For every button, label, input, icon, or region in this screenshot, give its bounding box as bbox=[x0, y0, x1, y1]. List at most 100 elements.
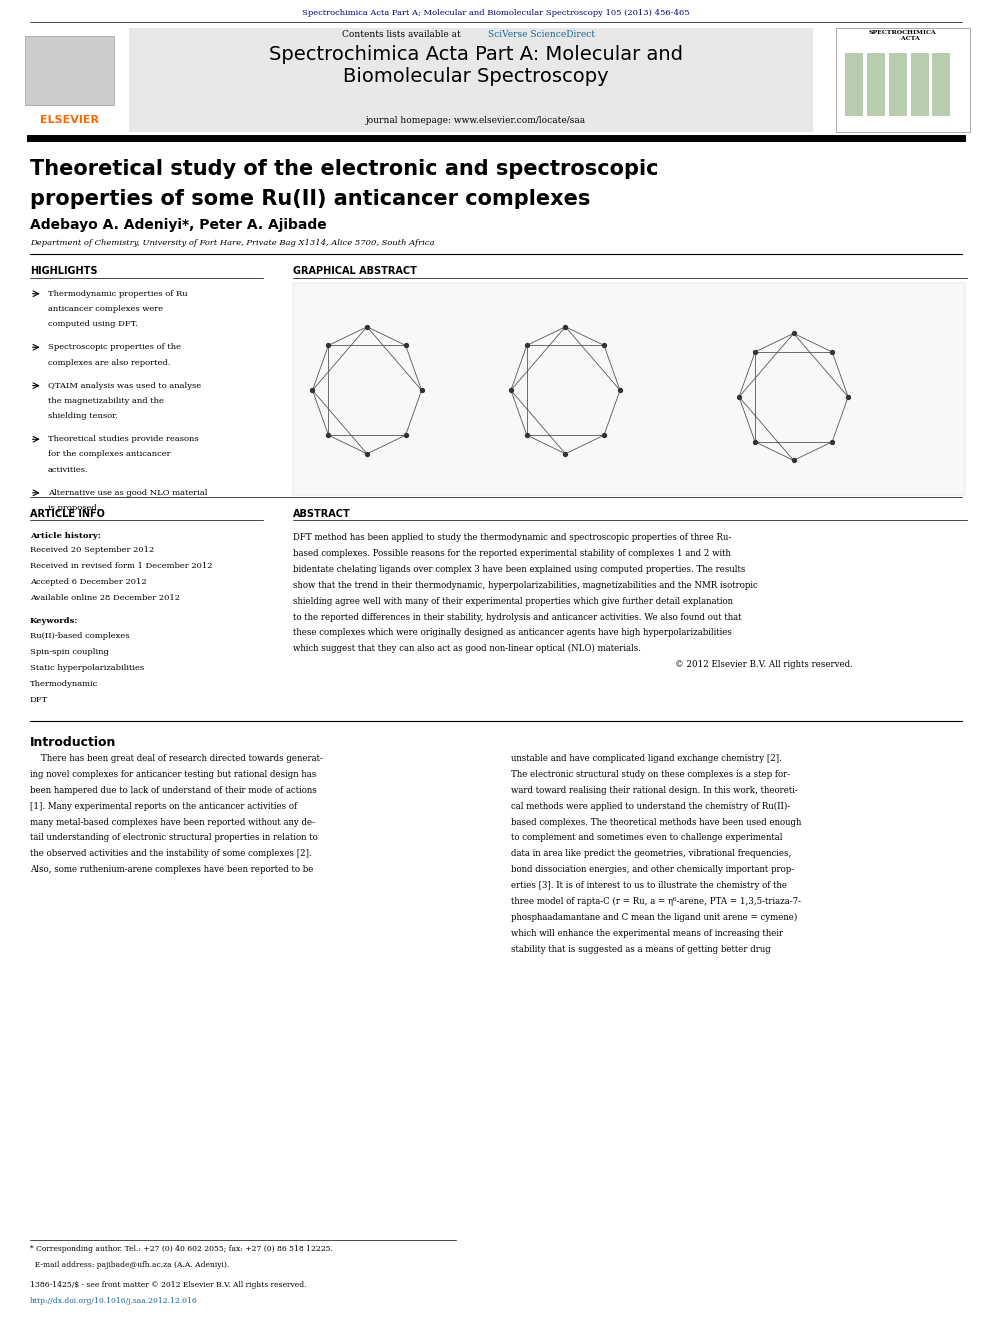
Point bbox=[305, 380, 320, 401]
Text: stability that is suggested as a means of getting better drug: stability that is suggested as a means o… bbox=[511, 945, 771, 954]
Text: Contents lists available at: Contents lists available at bbox=[342, 30, 464, 40]
Text: shielding tensor.: shielding tensor. bbox=[48, 413, 117, 421]
Text: computed using DFT.: computed using DFT. bbox=[48, 320, 137, 328]
Text: journal homepage: www.elsevier.com/locate/saa: journal homepage: www.elsevier.com/locat… bbox=[366, 116, 586, 126]
Point bbox=[558, 316, 573, 337]
Text: data in area like predict the geometries, vibrational frequencies,: data in area like predict the geometries… bbox=[511, 849, 792, 859]
Text: is proposed.: is proposed. bbox=[48, 504, 99, 512]
Point bbox=[320, 425, 336, 446]
Text: Thermodynamic properties of Ru: Thermodynamic properties of Ru bbox=[48, 290, 187, 298]
Point bbox=[786, 323, 802, 344]
Point bbox=[596, 425, 612, 446]
Point bbox=[824, 431, 840, 452]
Text: show that the trend in their thermodynamic, hyperpolarizabilities, magnetizabili: show that the trend in their thermodynam… bbox=[293, 581, 757, 590]
Text: to the reported differences in their stability, hydrolysis and anticancer activi: to the reported differences in their sta… bbox=[293, 613, 741, 622]
Text: bidentate chelating ligands over complex 3 have been explained using computed pr: bidentate chelating ligands over complex… bbox=[293, 565, 745, 574]
Point bbox=[519, 335, 535, 356]
Point bbox=[840, 386, 856, 407]
Text: Adebayo A. Adeniyi*, Peter A. Ajibade: Adebayo A. Adeniyi*, Peter A. Ajibade bbox=[30, 218, 326, 233]
Point bbox=[359, 316, 375, 337]
Text: which will enhance the experimental means of increasing their: which will enhance the experimental mean… bbox=[511, 929, 783, 938]
Text: QTAIM analysis was used to analyse: QTAIM analysis was used to analyse bbox=[48, 381, 200, 390]
Text: Spin-spin coupling: Spin-spin coupling bbox=[30, 648, 109, 656]
Point bbox=[747, 341, 763, 363]
Point bbox=[612, 380, 628, 401]
Point bbox=[558, 443, 573, 464]
Text: Department of Chemistry, University of Fort Hare, Private Bag X1314, Alice 5700,: Department of Chemistry, University of F… bbox=[30, 239, 434, 247]
FancyBboxPatch shape bbox=[867, 53, 885, 116]
Text: Static hyperpolarizabilities: Static hyperpolarizabilities bbox=[30, 664, 144, 672]
Point bbox=[824, 341, 840, 363]
Text: There has been great deal of research directed towards generat-: There has been great deal of research di… bbox=[30, 754, 322, 763]
Text: for the complexes anticancer: for the complexes anticancer bbox=[48, 450, 171, 459]
Text: shielding agree well with many of their experimental properties which give furth: shielding agree well with many of their … bbox=[293, 597, 733, 606]
FancyBboxPatch shape bbox=[889, 53, 907, 116]
Text: Thermodynamic: Thermodynamic bbox=[30, 680, 98, 688]
Text: Available online 28 December 2012: Available online 28 December 2012 bbox=[30, 594, 180, 602]
Point bbox=[414, 380, 430, 401]
Text: Received in revised form 1 December 2012: Received in revised form 1 December 2012 bbox=[30, 562, 212, 570]
Text: anticancer complexes were: anticancer complexes were bbox=[48, 304, 163, 314]
Point bbox=[398, 335, 414, 356]
Point bbox=[503, 380, 519, 401]
Text: Also, some ruthenium-arene complexes have been reported to be: Also, some ruthenium-arene complexes hav… bbox=[30, 865, 313, 875]
Text: Theoretical study of the electronic and spectroscopic: Theoretical study of the electronic and … bbox=[30, 159, 659, 179]
Text: Spectroscopic properties of the: Spectroscopic properties of the bbox=[48, 343, 181, 352]
Text: Spectrochimica Acta Part A; Molecular and Biomolecular Spectroscopy 105 (2013) 4: Spectrochimica Acta Part A; Molecular an… bbox=[303, 9, 689, 17]
Text: E-mail address: pajibade@ufh.ac.za (A.A. Adeniyi).: E-mail address: pajibade@ufh.ac.za (A.A.… bbox=[30, 1261, 229, 1269]
Text: * Corresponding author. Tel.: +27 (0) 40 602 2055; fax: +27 (0) 86 518 12225.: * Corresponding author. Tel.: +27 (0) 40… bbox=[30, 1245, 332, 1253]
Text: three model of rapta-C (r = Ru, a = η⁶-arene, PTA = 1,3,5-triaza-7-: three model of rapta-C (r = Ru, a = η⁶-a… bbox=[511, 897, 801, 906]
Point bbox=[731, 386, 747, 407]
FancyBboxPatch shape bbox=[293, 283, 965, 495]
Text: to complement and sometimes even to challenge experimental: to complement and sometimes even to chal… bbox=[511, 833, 783, 843]
Text: Received 20 September 2012: Received 20 September 2012 bbox=[30, 546, 154, 554]
Text: been hampered due to lack of understand of their mode of actions: been hampered due to lack of understand … bbox=[30, 786, 316, 795]
Text: unstable and have complicated ligand exchange chemistry [2].: unstable and have complicated ligand exc… bbox=[511, 754, 782, 763]
Point bbox=[596, 335, 612, 356]
Text: ing novel complexes for anticancer testing but rational design has: ing novel complexes for anticancer testi… bbox=[30, 770, 316, 779]
Text: HIGHLIGHTS: HIGHLIGHTS bbox=[30, 266, 97, 277]
Text: SPECTROCHIMICA
       ACTA: SPECTROCHIMICA ACTA bbox=[869, 30, 936, 41]
FancyBboxPatch shape bbox=[845, 53, 863, 116]
Text: Spectrochimica Acta Part A: Molecular and
Biomolecular Spectroscopy: Spectrochimica Acta Part A: Molecular an… bbox=[269, 45, 683, 86]
Text: Accepted 6 December 2012: Accepted 6 December 2012 bbox=[30, 578, 147, 586]
Text: the observed activities and the instability of some complexes [2].: the observed activities and the instabil… bbox=[30, 849, 311, 859]
Text: Theoretical studies provide reasons: Theoretical studies provide reasons bbox=[48, 435, 198, 443]
Text: ABSTRACT: ABSTRACT bbox=[293, 509, 350, 520]
Text: [1]. Many experimental reports on the anticancer activities of: [1]. Many experimental reports on the an… bbox=[30, 802, 297, 811]
Point bbox=[519, 425, 535, 446]
Text: many metal-based complexes have been reported without any de-: many metal-based complexes have been rep… bbox=[30, 818, 314, 827]
FancyBboxPatch shape bbox=[20, 28, 124, 132]
Text: The electronic structural study on these complexes is a step for-: The electronic structural study on these… bbox=[511, 770, 790, 779]
Text: DFT method has been applied to study the thermodynamic and spectroscopic propert: DFT method has been applied to study the… bbox=[293, 533, 731, 542]
Text: GRAPHICAL ABSTRACT: GRAPHICAL ABSTRACT bbox=[293, 266, 417, 277]
FancyBboxPatch shape bbox=[25, 36, 114, 105]
Text: 1386-1425/$ - see front matter © 2012 Elsevier B.V. All rights reserved.: 1386-1425/$ - see front matter © 2012 El… bbox=[30, 1281, 307, 1289]
Text: Ru(II)-based complexes: Ru(II)-based complexes bbox=[30, 632, 129, 640]
Text: based complexes. The theoretical methods have been used enough: based complexes. The theoretical methods… bbox=[511, 818, 802, 827]
Text: Introduction: Introduction bbox=[30, 736, 116, 749]
Point bbox=[747, 431, 763, 452]
Text: the magnetizability and the: the magnetizability and the bbox=[48, 397, 164, 405]
Point bbox=[359, 443, 375, 464]
Text: based complexes. Possible reasons for the reported experimental stability of com: based complexes. Possible reasons for th… bbox=[293, 549, 730, 558]
Text: © 2012 Elsevier B.V. All rights reserved.: © 2012 Elsevier B.V. All rights reserved… bbox=[675, 660, 852, 669]
Text: ward toward realising their rational design. In this work, theoreti-: ward toward realising their rational des… bbox=[511, 786, 798, 795]
Text: activities.: activities. bbox=[48, 466, 88, 474]
FancyBboxPatch shape bbox=[836, 28, 970, 132]
Text: Keywords:: Keywords: bbox=[30, 617, 78, 624]
FancyBboxPatch shape bbox=[129, 28, 813, 132]
Text: ELSEVIER: ELSEVIER bbox=[40, 115, 99, 126]
Text: bond dissociation energies, and other chemically important prop-: bond dissociation energies, and other ch… bbox=[511, 865, 794, 875]
Point bbox=[320, 335, 336, 356]
Text: http://dx.doi.org/10.1016/j.saa.2012.12.016: http://dx.doi.org/10.1016/j.saa.2012.12.… bbox=[30, 1297, 197, 1304]
Text: ARTICLE INFO: ARTICLE INFO bbox=[30, 509, 104, 520]
Text: Alternative use as good NLO material: Alternative use as good NLO material bbox=[48, 488, 207, 497]
Text: SciVerse ScienceDirect: SciVerse ScienceDirect bbox=[488, 30, 595, 40]
Text: cal methods were applied to understand the chemistry of Ru(II)-: cal methods were applied to understand t… bbox=[511, 802, 791, 811]
Text: DFT: DFT bbox=[30, 696, 48, 704]
FancyBboxPatch shape bbox=[932, 53, 950, 116]
Text: phosphaadamantane and C mean the ligand unit arene = cymene): phosphaadamantane and C mean the ligand … bbox=[511, 913, 798, 922]
Text: which suggest that they can also act as good non-linear optical (NLO) materials.: which suggest that they can also act as … bbox=[293, 644, 641, 654]
Text: complexes are also reported.: complexes are also reported. bbox=[48, 359, 170, 366]
